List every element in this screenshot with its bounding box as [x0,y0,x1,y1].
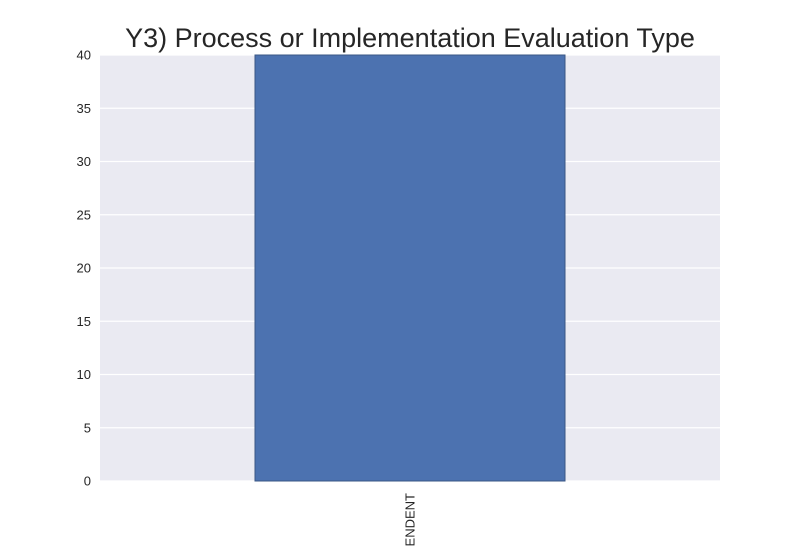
y-tick-label-35: 35 [77,101,91,116]
x-axis-ticks: ENDENT [403,493,418,547]
y-tick-label-10: 10 [77,367,91,382]
y-tick-label-5: 5 [84,420,91,435]
y-tick-label-25: 25 [77,207,91,222]
chart-title: Y3) Process or Implementation Evaluation… [125,23,695,53]
y-axis-ticks: 0 5 10 15 20 25 30 35 40 [77,48,91,489]
y-tick-label-30: 30 [77,154,91,169]
y-tick-label-40: 40 [77,48,91,63]
x-tick-label-endent: ENDENT [403,493,418,547]
y-tick-label-0: 0 [84,474,91,489]
y-tick-label-15: 15 [77,314,91,329]
bar-endent [254,54,566,482]
bars [254,54,566,482]
y-tick-label-20: 20 [77,261,91,276]
